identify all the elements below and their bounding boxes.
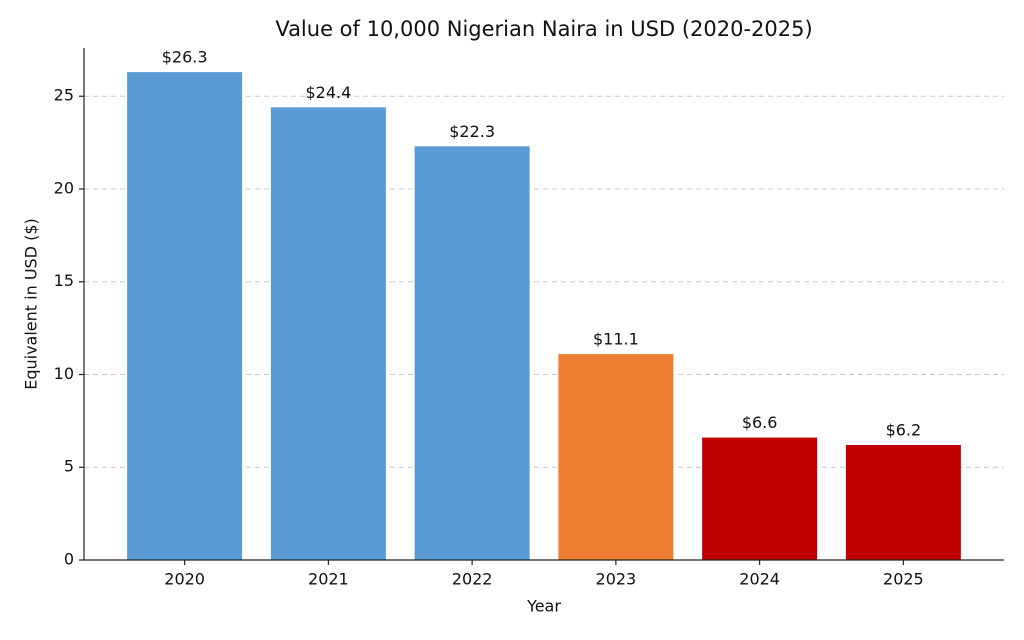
- bar: [127, 72, 243, 561]
- y-axis-label: Equivalent in USD ($): [22, 218, 41, 390]
- x-tick-label: 2023: [596, 570, 637, 589]
- y-tick-label: 0: [64, 550, 74, 569]
- value-label: $6.2: [886, 420, 922, 439]
- chart-title: Value of 10,000 Nigerian Naira in USD (2…: [275, 17, 812, 41]
- y-tick-label: 25: [54, 86, 74, 105]
- y-tick-label: 15: [54, 271, 74, 290]
- bar: [702, 437, 818, 560]
- bar: [270, 107, 386, 561]
- x-tick-label: 2020: [164, 570, 205, 589]
- y-tick-label: 20: [54, 178, 74, 197]
- bar: [414, 146, 530, 560]
- bar: [845, 444, 961, 560]
- value-label: $26.3: [162, 48, 208, 67]
- value-label: $6.6: [742, 413, 778, 432]
- x-tick-label: 2022: [452, 570, 493, 589]
- y-tick-label: 5: [64, 457, 74, 476]
- value-label: $22.3: [449, 122, 495, 141]
- bar: [558, 354, 674, 560]
- x-tick-label: 2025: [883, 570, 924, 589]
- x-tick-label: 2024: [739, 570, 780, 589]
- value-label: $11.1: [593, 330, 639, 349]
- value-label: $24.4: [305, 83, 351, 102]
- x-axis-label: Year: [526, 597, 561, 616]
- x-tick-label: 2021: [308, 570, 349, 589]
- y-tick-label: 10: [54, 364, 74, 383]
